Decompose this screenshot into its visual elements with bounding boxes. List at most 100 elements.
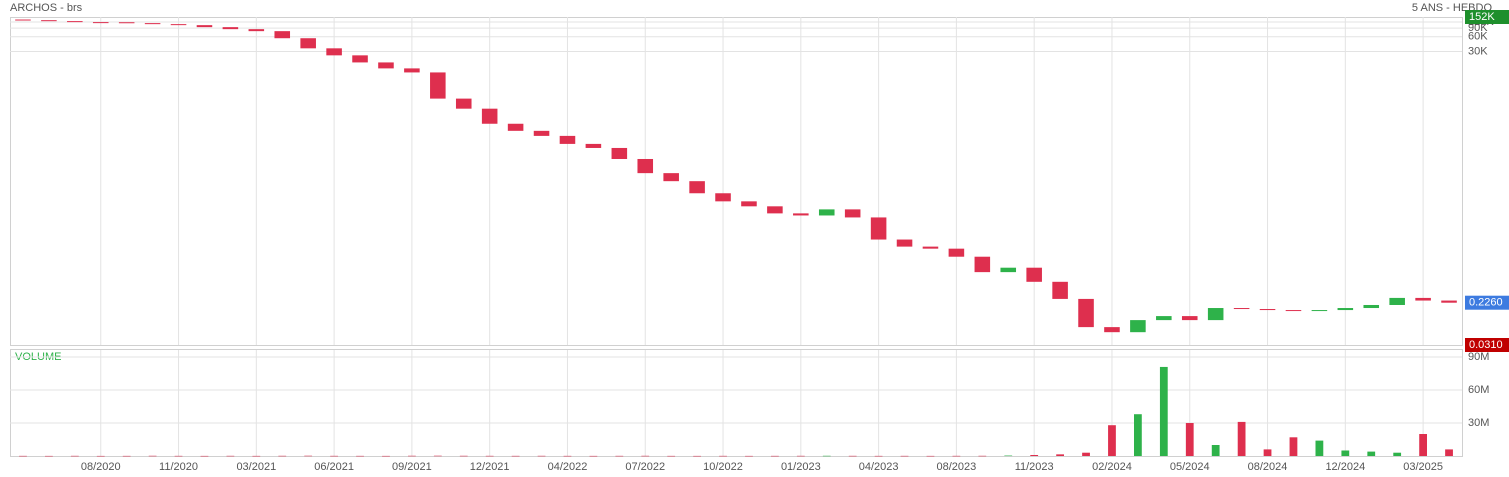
volume-bar [537,455,546,457]
y-tick-label: 30M [1468,417,1489,429]
volume-bar [1004,455,1013,457]
candle-body [67,21,83,23]
x-tick-label: 06/2021 [314,461,354,473]
volume-bar [45,455,53,457]
volume-panel [10,349,1463,457]
volume-bar [589,455,598,457]
volume-bar [148,455,157,457]
volume-bar [615,455,624,457]
last-price-label: 0.2260 [1469,297,1503,309]
volume-bar [433,455,442,457]
volume-bar [278,455,287,457]
volume-bar [226,455,235,457]
volume-bar [900,455,909,457]
candle-body [1415,297,1431,301]
candle-body [974,256,991,273]
candle-body [1363,304,1380,309]
volume-bar [174,455,183,457]
x-tick-label: 12/2021 [470,461,510,473]
x-tick-label: 11/2023 [1015,461,1054,473]
volume-bar [511,455,520,457]
volume-bar [485,455,494,457]
candle-body [378,62,394,69]
candle-body [274,31,291,39]
candle-body [663,173,679,182]
volume-bar [1056,454,1064,456]
volume-bar [771,455,779,457]
last-price-box [1465,295,1509,310]
candle-body [1337,308,1354,311]
candle-body [1026,267,1042,282]
candle-body [1389,297,1405,305]
x-tick-label: 03/2021 [236,461,276,473]
volume-bar [822,455,831,457]
volume-bar [1108,425,1116,456]
ylim-min-label: 0.0310 [1469,339,1503,351]
volume-bar [1237,421,1246,456]
y-tick-label: 60K [1468,31,1488,43]
volume-bar [1185,423,1194,456]
candle-body [689,181,705,194]
volume-bar [356,455,364,457]
chart-title: ARCHOS - brs [10,2,83,14]
volume-bar [1419,434,1427,456]
candle-body [559,135,576,144]
candle-body [1441,300,1457,303]
candle-body [248,29,265,32]
volume-bar [252,455,261,457]
volume-bar [1159,366,1168,456]
volume-bar [874,455,883,457]
volume-bar [70,455,79,457]
price-panel [10,17,1463,346]
candle-body [1285,310,1302,312]
candle-body [793,213,809,216]
volume-bar [330,455,338,457]
candle-body [92,22,109,24]
candle-body [741,201,757,207]
volume-bar [408,455,416,457]
candle-body [585,143,602,148]
volume-bar [1367,451,1376,456]
candle-body [818,209,835,216]
y-tick-label: 60M [1468,384,1489,396]
candle-body [507,123,524,131]
candle-body [611,147,628,159]
candle-body [1078,298,1094,328]
x-tick-label: 04/2023 [859,461,899,473]
candle-body [455,98,472,109]
volume-bar [1341,450,1350,456]
candle-body [715,193,731,202]
x-tick-label: 03/2025 [1403,461,1443,473]
x-tick-label: 02/2024 [1092,461,1132,473]
candle-body [170,24,187,26]
volume-bar [96,455,105,457]
candle-body [300,38,316,49]
candle-body [896,239,913,247]
volume-bar [848,455,857,457]
volume-bar [1263,449,1272,456]
candle-body [1259,309,1276,311]
candle-body [430,72,446,99]
volume-bar [667,455,676,457]
volume-bar [563,455,572,457]
candle-body [1130,320,1146,333]
candle-body [352,55,368,63]
candle-body [326,48,342,56]
volume-bar [1211,445,1220,456]
candle-body [41,20,57,22]
candle-body [922,246,939,249]
volume-bar [122,455,131,457]
x-tick-label: 12/2024 [1325,461,1365,473]
candle-body [196,25,213,28]
candle-body [1311,310,1328,312]
candle-body [844,209,861,218]
volume-bar [200,455,209,457]
candle-body [1207,308,1224,321]
y-tick-label: 30K [1468,45,1488,57]
x-tick-label: 11/2020 [159,461,198,473]
candle-body [481,108,498,124]
candle-body [533,130,550,136]
candle-body [870,217,887,240]
candle-body [1052,281,1068,299]
